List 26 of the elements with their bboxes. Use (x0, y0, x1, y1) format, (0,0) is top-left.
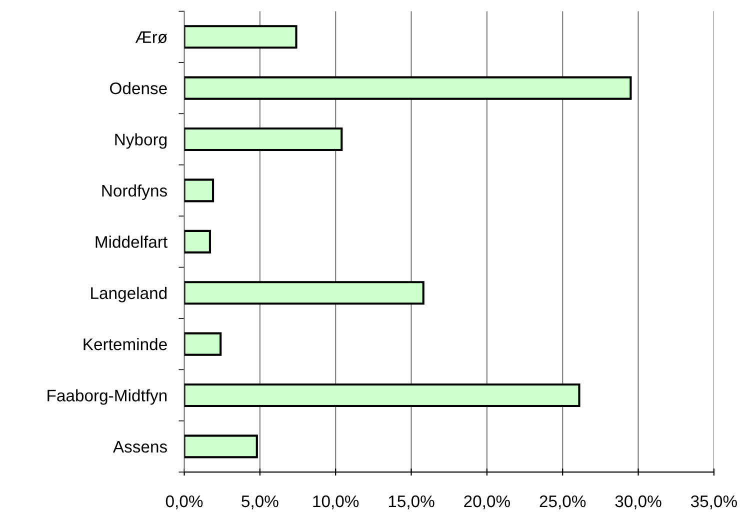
y-tick-label: Middelfart (96, 236, 168, 248)
bar (184, 281, 424, 305)
x-tick-label: 20,0% (464, 495, 510, 510)
y-tick-label: Odense (110, 82, 167, 94)
bar (184, 76, 632, 100)
y-tick-label: Assens (112, 441, 167, 453)
bar (184, 383, 580, 408)
y-tick-label: Ærø (135, 31, 168, 44)
bar (184, 434, 258, 458)
x-tick-label: 25,0% (540, 495, 586, 510)
x-tick-label: 0,0% (166, 495, 203, 510)
x-tick-label: 35,0% (690, 495, 737, 510)
bar (184, 178, 214, 202)
x-tick-label: 15,0% (388, 495, 434, 510)
bar (184, 230, 212, 254)
bar (184, 25, 298, 49)
x-tick-label: 10,0% (313, 495, 359, 510)
y-tick-label: Nyborg (115, 133, 167, 149)
y-tick-label: Langeland (91, 286, 167, 302)
x-tick-label: 5,0% (242, 495, 278, 510)
y-tick-label: Nordfyns (102, 184, 167, 200)
y-tick-label: Kerteminde (84, 338, 167, 350)
bar (184, 332, 222, 356)
y-tick-label: Faaborg-Midtfyn (48, 389, 167, 405)
bar (184, 127, 343, 152)
x-tick-label: 30,0% (615, 495, 662, 510)
